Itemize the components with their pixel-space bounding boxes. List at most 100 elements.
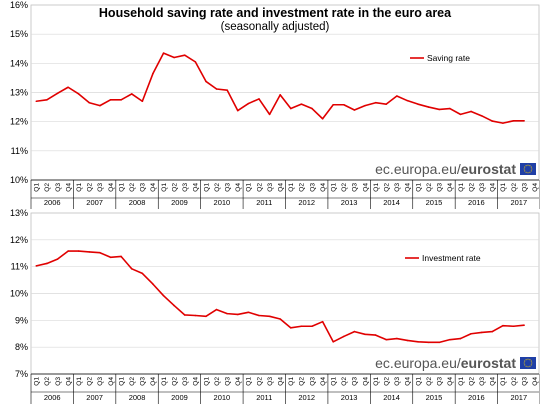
x-tick-quarter: Q3 (352, 377, 359, 386)
x-tick-quarter: Q1 (161, 377, 168, 386)
eu-flag-star (530, 360, 532, 362)
x-tick-quarter: Q3 (224, 183, 231, 192)
data-point (523, 324, 525, 326)
x-tick-year: 2006 (44, 393, 61, 402)
series-line (36, 250, 525, 344)
data-point (35, 100, 38, 103)
data-point (491, 330, 494, 333)
x-tick-quarter: Q1 (76, 183, 83, 192)
data-point (109, 256, 112, 259)
data-point (332, 103, 335, 106)
eu-flag-star (525, 359, 527, 361)
x-tick-quarter: Q1 (458, 377, 465, 386)
data-point (226, 89, 228, 91)
x-tick-quarter: Q2 (44, 377, 51, 386)
data-point (162, 294, 165, 297)
x-tick-quarter: Q2 (171, 377, 178, 386)
data-point (247, 102, 250, 105)
data-point (311, 107, 313, 110)
brand-bold: eurostat (461, 161, 517, 177)
x-tick-quarter: Q3 (55, 377, 62, 386)
data-point (215, 308, 218, 311)
data-point (215, 88, 218, 90)
x-tick-year: 2008 (129, 393, 146, 402)
y-tick-label: 13% (10, 208, 28, 218)
data-point (35, 265, 38, 267)
x-tick-quarter: Q3 (97, 183, 104, 192)
data-point (300, 325, 303, 328)
x-tick-year: 2009 (171, 198, 188, 207)
x-tick-quarter: Q2 (341, 377, 348, 386)
x-tick-quarter: Q2 (129, 377, 136, 386)
data-point (332, 341, 335, 343)
data-point (353, 109, 356, 111)
x-tick-quarter: Q1 (458, 183, 465, 192)
x-tick-year: 2010 (214, 198, 231, 207)
x-tick-quarter: Q4 (235, 377, 242, 386)
data-point (374, 101, 377, 104)
eu-flag-star (529, 165, 531, 167)
x-tick-quarter: Q4 (362, 377, 369, 386)
x-tick-year: 2012 (298, 198, 315, 207)
x-tick-year: 2010 (214, 393, 231, 402)
data-point (141, 100, 144, 103)
data-point (459, 113, 462, 116)
data-point (109, 98, 112, 101)
x-tick-quarter: Q4 (532, 377, 539, 386)
x-tick-quarter: Q1 (415, 183, 422, 192)
x-tick-quarter: Q2 (468, 377, 475, 386)
data-point (141, 272, 144, 275)
chart-subtitle: (seasonally adjusted) (221, 21, 330, 33)
eu-flag-star (524, 170, 526, 172)
data-point (268, 315, 271, 318)
x-tick-quarter: Q2 (87, 377, 94, 386)
data-point (236, 313, 239, 316)
x-tick-quarter: Q4 (277, 183, 284, 192)
data-point (268, 113, 271, 116)
data-point (279, 318, 281, 320)
y-tick-label: 8% (15, 342, 28, 352)
saving-rate-panel: 10%11%12%13%14%15%16%Q1 Q2 Q3 Q4 Q1 Q2 Q3 Q4 Q1 Q… (10, 0, 540, 209)
y-tick-label: 16% (10, 0, 28, 10)
eu-flag-star (529, 365, 531, 367)
data-point (480, 331, 483, 334)
data-point (406, 99, 409, 102)
x-tick-year: 2017 (510, 198, 527, 207)
y-tick-label: 11% (11, 146, 28, 156)
x-tick-quarter: Q1 (118, 377, 125, 386)
data-point (236, 109, 239, 112)
x-tick-year: 2014 (383, 393, 400, 402)
x-tick-quarter: Q3 (309, 377, 316, 386)
eu-flag-star (524, 360, 526, 362)
x-tick-quarter: Q2 (511, 377, 518, 386)
x-tick-quarter: Q4 (405, 183, 412, 192)
data-point (152, 283, 154, 285)
data-point (417, 103, 419, 105)
data-point (406, 339, 409, 342)
x-tick-quarter: Q2 (129, 183, 136, 192)
x-tick-quarter: Q2 (384, 183, 391, 192)
eu-flag-star (527, 366, 529, 368)
x-tick-quarter: Q2 (214, 183, 221, 192)
data-point (173, 304, 175, 307)
x-tick-quarter: Q3 (394, 183, 401, 192)
x-tick-year: 2009 (171, 393, 188, 402)
data-point (88, 251, 91, 253)
data-point (427, 341, 430, 344)
data-point (152, 72, 154, 75)
data-point (343, 335, 345, 338)
data-point (120, 98, 122, 101)
x-tick-quarter: Q1 (500, 183, 507, 192)
y-tick-label: 13% (10, 88, 28, 98)
x-tick-quarter: Q1 (373, 377, 380, 386)
data-point (480, 115, 483, 117)
data-point (385, 338, 388, 341)
x-tick-year: 2015 (426, 198, 443, 207)
x-tick-quarter: Q3 (182, 183, 189, 192)
eu-flag-icon (520, 357, 536, 369)
data-point (321, 117, 324, 120)
data-point (449, 107, 451, 110)
data-point (56, 92, 59, 95)
eu-flag-star (525, 171, 527, 173)
data-point (512, 325, 515, 328)
